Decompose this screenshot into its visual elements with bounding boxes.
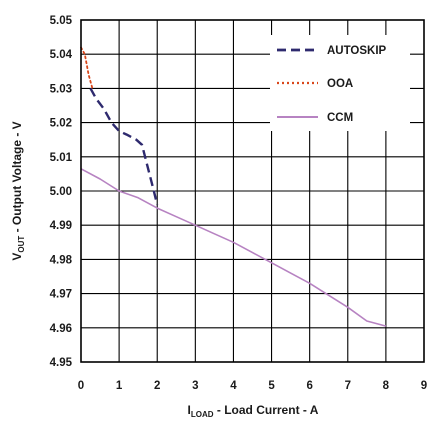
x-tick-label: 5 <box>268 380 275 392</box>
legend-label-ccm: CCM <box>327 112 353 124</box>
y-tick-label: 4.99 <box>50 220 72 232</box>
x-axis-title-subscript: LOAD <box>191 410 214 419</box>
y-tick-label: 4.96 <box>50 323 72 335</box>
plot-frame <box>80 19 425 363</box>
x-tick-label: 7 <box>345 380 351 392</box>
y-tick-label: 5.04 <box>50 49 73 61</box>
y-tick-label: 5.00 <box>50 186 72 198</box>
x-tick-label: 0 <box>78 380 84 392</box>
y-tick-label: 4.97 <box>50 289 72 301</box>
x-tick-label: 1 <box>116 380 123 392</box>
legend-label-autoskip: AUTOSKIP <box>327 45 387 57</box>
x-tick-label: 9 <box>421 380 427 392</box>
series-line-ooa <box>80 46 94 90</box>
x-tick-label: 3 <box>192 380 198 392</box>
y-axis-title-rest: - Output Voltage - V <box>10 121 24 235</box>
x-axis-title-rest: - Load Current - A <box>214 403 319 417</box>
y-axis-title-subscript: OUT <box>17 236 26 253</box>
x-axis-title: ILOAD - Load Current - A <box>188 403 319 419</box>
x-tick-label: 4 <box>230 380 237 392</box>
series-lines <box>80 46 387 327</box>
x-tick-label: 8 <box>383 380 390 392</box>
legend-label-ooa: OOA <box>327 78 353 90</box>
y-tick-label: 4.98 <box>50 254 73 266</box>
x-tick-labels: 0 1 2 3 4 5 6 7 8 9 <box>78 380 427 392</box>
y-tick-label: 5.03 <box>50 83 72 95</box>
legend: AUTOSKIP OOA CCM <box>277 45 387 124</box>
y-tick-label: 5.01 <box>50 152 73 164</box>
x-tick-label: 6 <box>306 380 312 392</box>
series-line-ccm <box>80 168 387 327</box>
x-tick-label: 2 <box>154 380 160 392</box>
y-tick-labels: 4.95 4.96 4.97 4.98 4.99 5.00 5.01 5.02 5.03 5.04… <box>50 15 73 369</box>
series-line-autoskip <box>89 87 159 205</box>
y-tick-label: 4.95 <box>50 357 73 369</box>
y-tick-label: 5.02 <box>50 118 72 130</box>
y-tick-label: 5.05 <box>50 15 73 27</box>
y-axis-title: VOUT - Output Voltage - V <box>10 121 26 260</box>
